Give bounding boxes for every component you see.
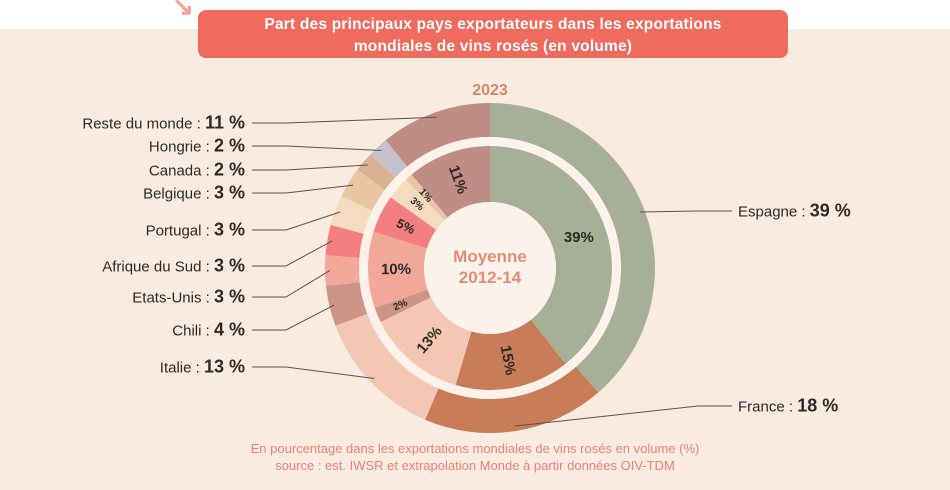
inner-segment-label-france: 15% bbox=[497, 344, 519, 377]
segment-inner-chili bbox=[374, 289, 431, 323]
callout-country: Chili : bbox=[172, 322, 214, 340]
segment-outer-portugal bbox=[330, 196, 373, 234]
segment-inner-espagne bbox=[490, 146, 612, 364]
segment-inner-etats-unis bbox=[368, 231, 428, 308]
callout-value: 4 % bbox=[213, 319, 245, 340]
callout-espagne: Espagne : 39 % bbox=[738, 201, 851, 222]
callout-value: 3 % bbox=[213, 219, 245, 240]
callout-country: Reste du monde : bbox=[82, 115, 205, 133]
segment-inner-italie bbox=[380, 297, 472, 386]
segment-outer-espagne bbox=[490, 103, 655, 393]
callout-value: 18 % bbox=[797, 395, 839, 416]
leader-line-espagne bbox=[639, 210, 732, 213]
segment-outer-reste-du-monde bbox=[385, 103, 490, 167]
callout-country: Belgique : bbox=[143, 185, 214, 203]
callout-country: Afrique du Sud : bbox=[102, 258, 214, 276]
callout-country: France : bbox=[738, 398, 798, 416]
segment-outer-afrique-du-sud bbox=[325, 224, 364, 258]
callout-etats-unis: Etats-Unis : 3 % bbox=[132, 287, 245, 308]
callout-value: 2 % bbox=[213, 135, 245, 156]
inner-segment-label-etats-unis: 10% bbox=[381, 261, 411, 278]
callout-chili: Chili : 4 % bbox=[172, 320, 245, 341]
callout-value: 3 % bbox=[213, 286, 245, 307]
segment-inner-belgique bbox=[405, 174, 448, 221]
callout-country: Italie : bbox=[159, 359, 204, 377]
leader-line-belgique bbox=[252, 184, 354, 194]
callout-france: France : 18 % bbox=[738, 396, 838, 417]
center-label-line2: 2012-14 bbox=[458, 268, 522, 287]
callout-value: 13 % bbox=[203, 356, 245, 377]
callout-value: 2 % bbox=[213, 159, 245, 180]
year-label: 2023 bbox=[472, 82, 508, 99]
callout-country: Portugal : bbox=[145, 222, 214, 240]
chart-title-line2: mondiales de vins rosés (en volume) bbox=[353, 38, 633, 55]
footnote-line1: En pourcentage dans les exportations mon… bbox=[250, 441, 700, 456]
chart-title-banner: Part des principaux pays exportateurs da… bbox=[198, 10, 788, 58]
callout-country: Espagne : bbox=[738, 203, 810, 221]
chart-title-line1: Part des principaux pays exportateurs da… bbox=[264, 16, 722, 33]
leader-line-afrique-du-sud bbox=[252, 240, 333, 267]
callout-portugal: Portugal : 3 % bbox=[146, 220, 245, 241]
callout-value: 11 % bbox=[204, 112, 245, 133]
callout-afrique-du-sud: Afrique du Sud : 3 % bbox=[102, 256, 245, 277]
leader-line-reste-du-monde bbox=[252, 116, 437, 124]
callout-country: Hongrie : bbox=[148, 138, 214, 156]
callout-value: 3 % bbox=[213, 182, 245, 203]
leader-line-canada bbox=[252, 164, 368, 171]
segment-outer-hongrie bbox=[370, 140, 408, 178]
footnote: En pourcentage dans les exportations mon… bbox=[0, 440, 950, 474]
segment-inner-afrique-du-sud bbox=[373, 197, 437, 249]
leader-line-france bbox=[514, 405, 732, 427]
callout-canada: Canada : 2 % bbox=[149, 160, 245, 181]
segment-outer-belgique bbox=[341, 169, 385, 211]
segment-inner-reste-du-monde bbox=[411, 146, 490, 218]
callout-value: 3 % bbox=[213, 255, 245, 276]
callout-belgique: Belgique : 3 % bbox=[143, 183, 245, 204]
leader-line-etats-unis bbox=[252, 270, 331, 298]
footnote-line2: source : est. IWSR et extrapolation Mond… bbox=[275, 458, 675, 473]
callout-country: Canada : bbox=[148, 162, 214, 180]
callout-hongrie: Hongrie : 2 % bbox=[149, 136, 245, 157]
segment-outer-chili bbox=[325, 282, 368, 326]
callout-reste-du-monde: Reste du monde : 11 % bbox=[82, 113, 245, 134]
callout-italie: Italie : 13 % bbox=[160, 357, 245, 378]
segment-inner-france bbox=[455, 319, 566, 390]
segment-outer-france bbox=[425, 366, 599, 433]
center-label: Moyenne 2012-14 bbox=[420, 246, 560, 288]
callout-value: 39 % bbox=[809, 200, 851, 221]
leader-line-chili bbox=[252, 304, 335, 331]
leader-line-italie bbox=[252, 366, 375, 379]
callout-country: Etats-Unis : bbox=[132, 289, 214, 307]
donut-hole bbox=[424, 202, 556, 334]
arrow-down-right-icon: ↘ bbox=[172, 0, 194, 21]
segment-outer-canada bbox=[357, 154, 396, 191]
segment-outer-etats-unis bbox=[325, 255, 360, 286]
center-label-line1: Moyenne bbox=[453, 247, 527, 266]
leader-line-hongrie bbox=[252, 145, 382, 152]
segment-inner-portugal bbox=[390, 179, 445, 230]
leader-line-portugal bbox=[252, 211, 341, 231]
segment-outer-italie bbox=[335, 313, 439, 420]
inner-segment-label-espagne: 39% bbox=[564, 229, 594, 246]
inner-segment-label-chili: 2% bbox=[392, 298, 410, 314]
